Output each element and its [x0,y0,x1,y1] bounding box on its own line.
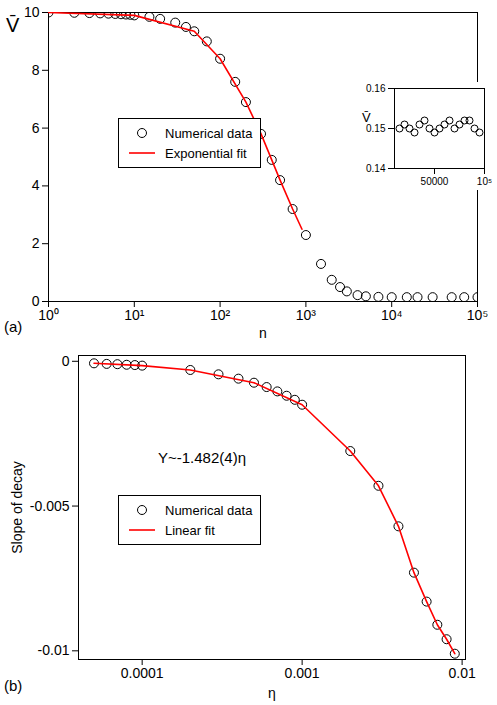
svg-text:Slope of decay: Slope of decay [9,461,25,554]
svg-text:0.0001: 0.0001 [121,665,164,681]
svg-text:10⁰: 10⁰ [38,307,59,323]
svg-text:n: n [259,325,267,341]
svg-text:8: 8 [32,62,40,78]
svg-text:0.15: 0.15 [366,122,386,134]
html-text:(a): (a) [4,318,23,335]
svg-text:2: 2 [32,235,40,251]
svg-text:0.001: 0.001 [285,665,320,681]
svg-text:0.14: 0.14 [366,163,386,174]
html-text:(b): (b) [4,677,23,694]
html-text:Numerical data: Numerical data [165,502,253,518]
svg-text:η: η [268,685,276,701]
svg-text:-0.01: -0.01 [38,642,70,658]
svg-text:0: 0 [31,293,40,309]
svg-text:0: 0 [62,353,70,369]
svg-text:10²: 10² [210,307,231,323]
html-text:Numerical data: Numerical data [165,125,253,141]
svg-text:10⁵: 10⁵ [477,176,492,187]
svg-text:10: 10 [24,4,40,20]
svg-text:6: 6 [32,120,40,136]
html-text:V̄: V̄ [6,14,20,36]
html-text:Y~-1.482(4)η: Y~-1.482(4)η [158,449,246,466]
svg-text:0.16: 0.16 [366,83,386,94]
svg-text:10³: 10³ [296,307,317,323]
svg-text:10⁵: 10⁵ [467,307,488,323]
svg-text:50000: 50000 [421,176,449,187]
html-text:Linear fit: Linear fit [165,522,215,538]
svg-text:10⁴: 10⁴ [381,307,403,323]
svg-text:-0.005: -0.005 [30,498,70,514]
svg-text:4: 4 [32,177,40,193]
svg-text:0.01: 0.01 [448,665,475,681]
html-text:Exponential fit: Exponential fit [165,145,247,161]
svg-text:10¹: 10¹ [124,307,145,323]
html-text:V̄: V̄ [362,110,371,125]
